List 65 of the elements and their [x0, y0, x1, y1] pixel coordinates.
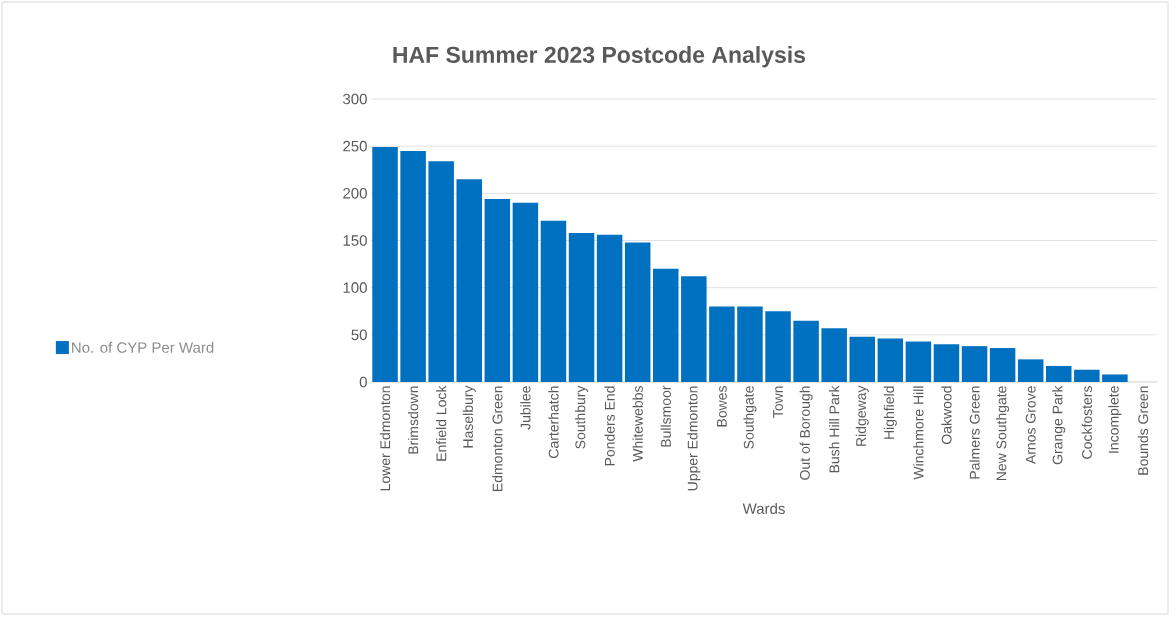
- y-tick-label: 150: [343, 235, 367, 246]
- bar: [709, 306, 735, 382]
- x-tick-label: Bounds Green: [1137, 386, 1149, 475]
- y-tick-label: 200: [343, 188, 367, 199]
- y-tick-label: 50: [351, 329, 367, 341]
- bar: [765, 311, 791, 382]
- x-tick-label: Arnos Grove: [1025, 386, 1036, 465]
- x-tick-label: Edmonton Green: [492, 386, 503, 491]
- x-tick-label: Ridgeway: [855, 385, 869, 446]
- x-tick-label: Ponders End: [604, 386, 615, 466]
- chart-title: HAF Summer 2023 Postcode Analysis: [393, 46, 806, 68]
- x-tick-label: Lower Edmonton: [379, 386, 391, 491]
- bar: [428, 161, 454, 382]
- x-tick-label: Out of Borough: [799, 386, 813, 480]
- x-tick-label: Haselbury: [462, 385, 476, 448]
- bar: [596, 234, 623, 382]
- bar: [737, 306, 763, 382]
- bar: [372, 147, 398, 382]
- bar: [1074, 369, 1100, 382]
- x-tick-label: Incomplete: [1108, 386, 1122, 453]
- x-tick-label: Town: [773, 386, 783, 418]
- y-tick-label: 300: [343, 93, 367, 105]
- x-tick-label: Cockfosters: [1081, 386, 1092, 459]
- x-tick-label: Bowes: [717, 386, 727, 427]
- bar: [793, 320, 819, 382]
- x-tick-label: New Southgate: [996, 386, 1010, 481]
- bar: [933, 344, 960, 382]
- x-tick-label: Highfield: [883, 386, 897, 439]
- bar: [456, 179, 482, 382]
- x-tick-label: Winchmore Hill: [913, 386, 924, 480]
- bar: [400, 150, 426, 382]
- x-tick-label: Whitewebbs: [632, 386, 643, 462]
- bar: [1102, 374, 1128, 382]
- x-tick-label: Carterhatch: [548, 386, 559, 458]
- y-tick-label: 0: [359, 376, 367, 388]
- x-tick-label: Upper Edmonton: [687, 386, 701, 491]
- x-tick-label: Oakwood: [941, 386, 952, 445]
- bar: [1017, 359, 1044, 382]
- x-tick-label: Southgate: [743, 386, 757, 449]
- y-tick-label: 100: [343, 282, 367, 293]
- bar: [989, 348, 1016, 382]
- bar: [540, 220, 567, 382]
- bar: [1046, 365, 1072, 382]
- bar: [512, 202, 539, 382]
- x-tick-label: Grange Park: [1052, 385, 1066, 465]
- bar: [877, 338, 904, 382]
- bar: [484, 198, 511, 382]
- x-axis-title: Wards: [742, 502, 785, 514]
- x-tick-label: Southbury: [575, 385, 589, 449]
- bar: [568, 232, 595, 382]
- x-tick-label: Jubilee: [520, 386, 531, 430]
- y-tick-label: 250: [343, 140, 367, 152]
- bar: [961, 346, 988, 382]
- bar: [821, 328, 847, 382]
- bar: [653, 268, 679, 382]
- bar: [905, 341, 932, 382]
- x-tick-label: Palmers Green: [969, 386, 980, 479]
- x-tick-label: Brimsdown: [407, 386, 419, 454]
- legend-label: No. of CYP Per Ward: [72, 341, 214, 353]
- x-tick-label: Bullsmoor: [660, 385, 671, 447]
- bar: [849, 336, 875, 382]
- x-tick-label: Enfield Lock: [436, 385, 447, 461]
- x-tick-label: Bush Hill Park: [829, 385, 840, 473]
- bar: [681, 276, 707, 382]
- bar: [624, 242, 651, 382]
